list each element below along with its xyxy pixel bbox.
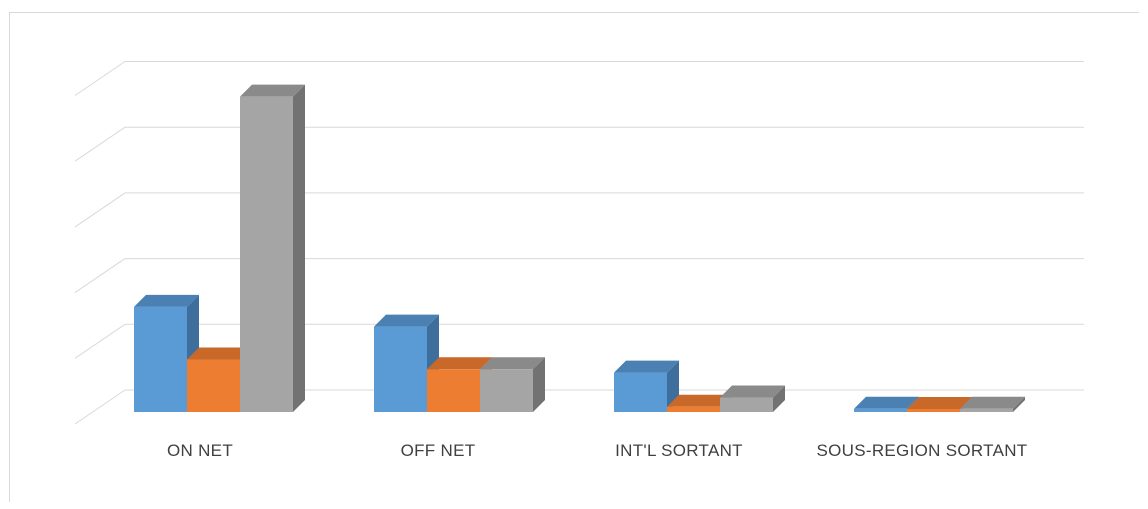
bar [240, 96, 293, 412]
gridline-slant [74, 126, 126, 162]
gridline-slant [74, 61, 126, 96]
bar [187, 359, 240, 412]
bar [907, 409, 960, 412]
bar-side [533, 357, 545, 412]
bar-top [720, 385, 785, 398]
bar-top [614, 360, 679, 373]
bar [854, 408, 907, 412]
bar-top [240, 84, 305, 97]
bar-top [960, 396, 1025, 409]
bar-top [854, 396, 919, 409]
gridline-slant [74, 192, 126, 228]
category-label-on-net: ON NET [166, 441, 234, 460]
bar [960, 408, 1013, 412]
bar-side [293, 84, 305, 412]
bar [614, 372, 667, 412]
gridline-slant [74, 323, 126, 359]
bar [427, 369, 480, 412]
bar [480, 369, 533, 412]
category-label-sous-region-sortant: SOUS-REGION SORTANT [816, 441, 1028, 460]
gridline-slant [74, 389, 126, 425]
bar [667, 406, 720, 412]
bar [374, 326, 427, 412]
bar-top [667, 394, 732, 407]
bar-top [134, 294, 199, 307]
bar-top [907, 397, 972, 409]
bar-top [427, 357, 492, 370]
bar-top [187, 347, 252, 360]
bar [720, 397, 773, 412]
category-label-off-net: OFF NET [400, 441, 476, 460]
gridline-slant [74, 258, 126, 294]
bar-top [374, 314, 439, 327]
bar [134, 306, 187, 412]
bar-side [1013, 396, 1025, 412]
chart-frame [9, 12, 1139, 502]
bar-side [773, 385, 785, 412]
category-label-intl-sortant: INT'L SORTANT [615, 441, 743, 460]
bar-top [480, 357, 545, 370]
